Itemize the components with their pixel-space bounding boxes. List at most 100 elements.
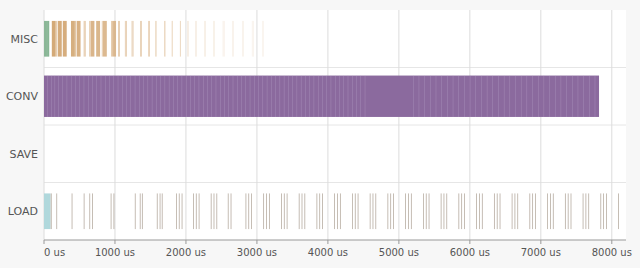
series (44, 21, 49, 57)
bar (156, 21, 157, 57)
tick-mark (469, 240, 470, 244)
tick-label: 2000 us (166, 247, 206, 258)
bar (232, 76, 233, 117)
bar (151, 76, 152, 117)
bar (143, 76, 144, 117)
tick-label: 8000 us (592, 247, 632, 258)
bar (122, 76, 123, 117)
bar (446, 193, 448, 229)
bar (100, 76, 101, 117)
bar (125, 21, 127, 57)
bar (243, 21, 244, 57)
x-axis-line (44, 240, 626, 241)
bar (526, 76, 527, 117)
bar (84, 21, 86, 57)
bar (227, 193, 229, 229)
bar (369, 193, 371, 229)
bar (326, 76, 327, 117)
bar (387, 193, 389, 229)
grid-line (540, 10, 541, 240)
bar (139, 76, 140, 117)
bar (481, 193, 483, 229)
bar (447, 76, 448, 117)
tick-mark (540, 240, 541, 244)
bar (220, 76, 221, 117)
bar (149, 21, 151, 57)
bar (172, 21, 173, 57)
bar (458, 76, 459, 117)
bar (589, 76, 590, 117)
bar (606, 193, 608, 229)
bar (583, 76, 584, 117)
bar (266, 76, 267, 117)
bar (464, 193, 466, 229)
category-label: LOAD (8, 205, 38, 218)
bar (347, 76, 348, 117)
bar (47, 21, 49, 57)
bar (390, 193, 392, 229)
bar (357, 193, 359, 229)
bar (352, 76, 353, 117)
bar (600, 193, 602, 229)
bar (543, 76, 544, 117)
bar (552, 193, 554, 229)
tick-label: 7000 us (521, 247, 561, 258)
bar (263, 193, 265, 229)
bar (52, 21, 56, 57)
bar (178, 193, 180, 229)
series (48, 76, 596, 117)
bar (56, 193, 58, 229)
bar (520, 76, 521, 117)
bar (92, 76, 93, 117)
bar (44, 76, 599, 117)
bar (249, 76, 250, 117)
bar (440, 193, 442, 229)
bar (177, 76, 178, 117)
bar (618, 193, 620, 229)
bar (339, 76, 340, 117)
series (52, 21, 264, 57)
bar (185, 76, 186, 117)
bar (588, 193, 590, 229)
grid-line (398, 10, 399, 240)
bar (263, 21, 264, 57)
bar (156, 193, 158, 229)
bar (46, 21, 48, 57)
bar (164, 21, 166, 57)
bar (131, 21, 133, 57)
bar (62, 76, 63, 117)
bar (96, 21, 100, 57)
bar (119, 21, 121, 57)
bar (322, 193, 324, 229)
bar (509, 76, 510, 117)
bar (211, 76, 212, 117)
bar (58, 21, 62, 57)
bar (159, 193, 161, 229)
bar (181, 193, 183, 229)
bar (195, 21, 196, 57)
bar (202, 76, 203, 117)
tick-mark (611, 240, 612, 244)
bar (498, 76, 499, 117)
tick-label: 0 us (44, 247, 65, 258)
bar (547, 193, 549, 229)
bar (83, 21, 85, 57)
bar (44, 21, 45, 57)
series (51, 193, 619, 229)
bar (56, 21, 58, 57)
bar (461, 193, 463, 229)
bar (63, 21, 67, 57)
bar (300, 76, 301, 117)
bar (343, 76, 344, 117)
bar (96, 76, 97, 117)
y-axis: MISCCONVSAVELOAD (6, 33, 39, 219)
bar (262, 76, 263, 117)
tick-label: 5000 us (379, 247, 419, 258)
bar (89, 21, 91, 57)
bar (292, 76, 293, 117)
bar (517, 193, 519, 229)
bar (198, 76, 199, 117)
bar (486, 76, 487, 117)
bar (245, 193, 247, 229)
bar (147, 76, 148, 117)
